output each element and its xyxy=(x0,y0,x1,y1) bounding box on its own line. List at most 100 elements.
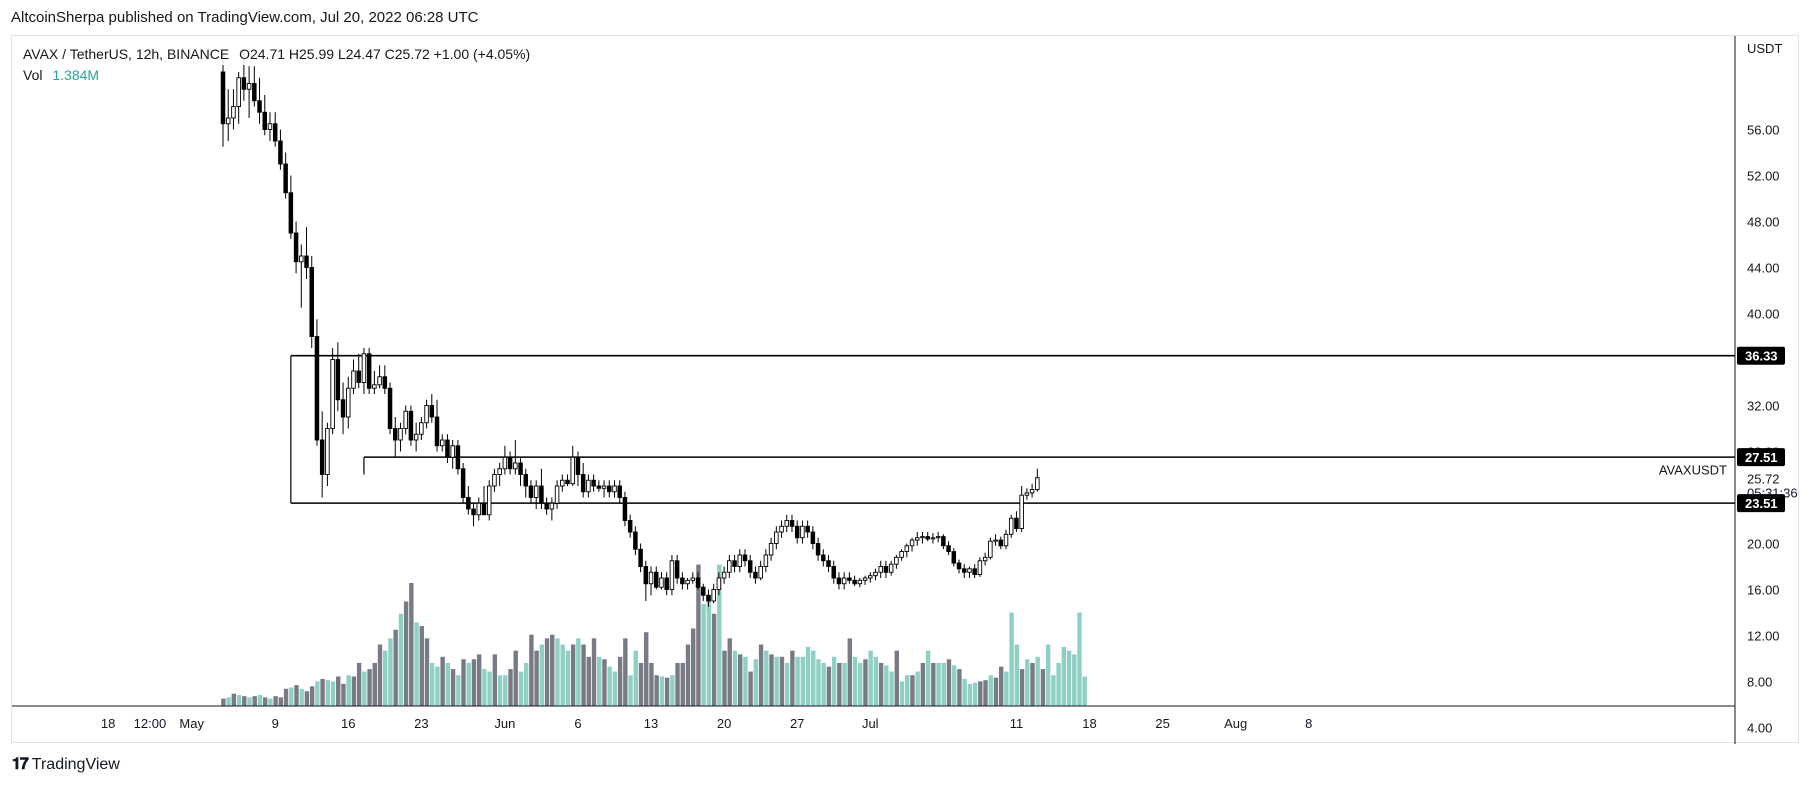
candle-body xyxy=(591,479,596,487)
candle-body xyxy=(852,579,857,585)
volume-bar xyxy=(920,662,926,706)
candle-body xyxy=(466,497,471,510)
volume-bar xyxy=(435,666,440,706)
volume-bar xyxy=(1061,646,1067,706)
candle-body xyxy=(513,462,518,470)
legend-volume-label: Vol xyxy=(23,67,43,83)
volume-bar xyxy=(544,638,550,706)
volume-bar xyxy=(1040,669,1046,706)
candle-body xyxy=(664,577,669,590)
chart-frame[interactable]: USDT56.0052.0048.0044.0040.0032.0028.002… xyxy=(11,35,1800,744)
volume-bar xyxy=(1077,612,1082,706)
price-tick-label: 44.00 xyxy=(1747,261,1780,276)
volume-bar xyxy=(1072,654,1077,706)
volume-bar xyxy=(330,681,336,706)
volume-bar xyxy=(972,682,978,706)
volume-bar xyxy=(931,662,936,706)
candle-body xyxy=(690,577,696,581)
volume-bar xyxy=(978,681,983,706)
time-tick-label: Jun xyxy=(494,716,515,731)
candle-body xyxy=(612,485,617,493)
candle-body xyxy=(700,586,706,596)
volume-bar xyxy=(586,656,591,706)
candle-body xyxy=(737,554,743,567)
time-axis: 18 12:00 May 9 16 23 Jun 6 13 20 27 Jul 11 18 25 Aug 8 xyxy=(12,705,1735,731)
volume-bar xyxy=(1030,662,1035,706)
volume-bar xyxy=(894,650,899,706)
candle-body xyxy=(335,359,341,401)
candle-body xyxy=(988,540,993,558)
volume-bar xyxy=(925,650,931,706)
volume-bar xyxy=(602,659,607,706)
candle-body xyxy=(299,255,304,263)
time-tick-label: 13 xyxy=(644,716,658,731)
candle-body xyxy=(533,485,539,498)
price-chart[interactable]: USDT56.0052.0048.0044.0040.0032.0028.002… xyxy=(12,36,1800,744)
candle-body xyxy=(925,536,930,540)
volume-bar xyxy=(523,662,529,706)
volume-bar xyxy=(664,677,670,706)
candle-body xyxy=(977,560,983,576)
candle-body xyxy=(262,111,268,130)
volume-bar xyxy=(252,696,257,706)
candle-body xyxy=(528,485,534,498)
volume-bar xyxy=(779,656,785,706)
candle-body xyxy=(560,479,565,487)
time-tick-label: 25 xyxy=(1155,716,1169,731)
candle-body xyxy=(586,479,591,493)
volume-bar xyxy=(492,654,498,706)
volume-bar xyxy=(638,662,644,706)
candle-body xyxy=(544,502,549,510)
symbol-label: AVAXUSDT xyxy=(1659,463,1727,478)
time-tick-label: 16 xyxy=(341,716,355,731)
price-tick-label: 52.00 xyxy=(1747,169,1780,184)
volume-bar xyxy=(471,659,477,706)
volume-bar xyxy=(884,665,889,706)
candle-body xyxy=(565,479,570,485)
candles xyxy=(220,49,1040,607)
legend-ohlc: O24.71 H25.99 L24.47 C25.72 +1.00 (+4.05… xyxy=(239,46,531,62)
volume-bar xyxy=(983,680,988,706)
time-tick-label: Aug xyxy=(1224,716,1247,731)
volume-bar xyxy=(513,650,518,706)
candle-body xyxy=(873,571,878,577)
volume-bar xyxy=(711,613,717,706)
candle-body xyxy=(549,502,555,510)
volume-bar xyxy=(878,662,884,706)
volume-bar xyxy=(784,662,790,706)
volume-bar xyxy=(1066,650,1072,706)
candle-body xyxy=(366,353,372,389)
volume-bar xyxy=(503,675,508,706)
volume-bar xyxy=(617,656,623,706)
volume-bar xyxy=(790,650,795,706)
volume-bar xyxy=(456,675,461,706)
candle-body xyxy=(1019,494,1024,530)
candle-body xyxy=(413,433,419,441)
candle-body xyxy=(768,543,774,556)
volume-bar xyxy=(231,693,237,706)
candle-body xyxy=(862,577,868,581)
candle-body xyxy=(314,336,320,441)
candle-body xyxy=(507,456,513,470)
candle-body xyxy=(486,485,492,516)
volume-bar xyxy=(362,671,367,706)
publisher-line: AltcoinSherpa published on TradingView.c… xyxy=(11,9,479,26)
volume-bar xyxy=(325,680,330,706)
time-tick-label: May xyxy=(179,716,204,731)
candle-body xyxy=(753,571,758,579)
candle-body xyxy=(774,531,779,544)
candle-body xyxy=(810,531,816,544)
volume-bar xyxy=(351,676,357,706)
volume-bar xyxy=(753,659,759,706)
candle-body xyxy=(951,551,957,564)
volume-bar xyxy=(957,669,962,706)
volume-bar xyxy=(685,644,691,706)
candle-body xyxy=(424,405,429,424)
volume-bar xyxy=(607,666,612,706)
volume-bar xyxy=(670,675,675,706)
volume-bar xyxy=(450,669,456,706)
volume-bar xyxy=(445,662,451,706)
candle-body xyxy=(580,474,586,493)
tradingview-logo[interactable]: 𝟏𝟕 TradingView xyxy=(12,756,120,774)
candle-body xyxy=(518,462,523,475)
